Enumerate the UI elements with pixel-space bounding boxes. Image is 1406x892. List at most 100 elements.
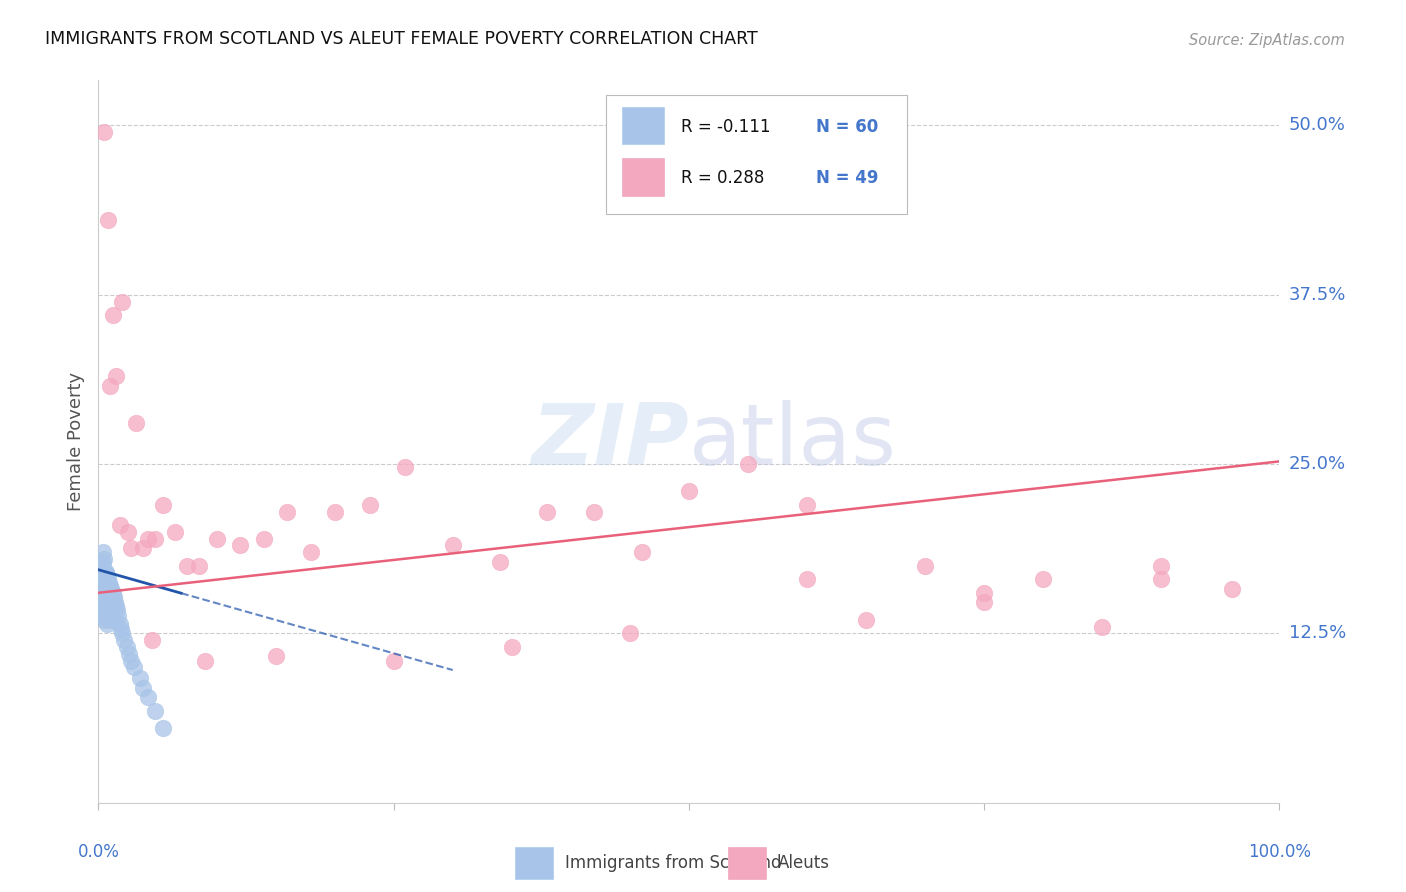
Point [91,545,114,559]
Point [97,572,120,586]
Point [101,308,124,322]
Point [1032,572,1054,586]
Point [105,369,128,384]
Point [796,572,818,586]
Point [107,608,129,623]
FancyBboxPatch shape [516,847,553,879]
Point [914,558,936,573]
Point [93,592,115,607]
Point [98,592,121,607]
Point [111,626,134,640]
Text: Source: ZipAtlas.com: Source: ZipAtlas.com [1188,33,1344,48]
Point [100,603,122,617]
Point [382,654,405,668]
Point [91,603,114,617]
Point [110,623,132,637]
Point [105,603,128,617]
Point [121,654,143,668]
Point [194,654,217,668]
Point [103,590,125,604]
Point [90,590,112,604]
FancyBboxPatch shape [606,95,907,214]
Point [96,568,118,582]
Point [93,125,115,139]
Text: atlas: atlas [689,400,897,483]
Point [501,640,523,654]
Point [323,504,346,518]
Text: 100.0%: 100.0% [1249,844,1310,862]
Point [737,457,759,471]
Point [98,378,121,392]
Point [100,582,122,596]
Point [97,586,120,600]
Text: IMMIGRANTS FROM SCOTLAND VS ALEUT FEMALE POVERTY CORRELATION CHART: IMMIGRANTS FROM SCOTLAND VS ALEUT FEMALE… [45,29,758,48]
Point [143,704,166,718]
Point [187,558,209,573]
Point [96,582,118,596]
Point [91,568,114,582]
Point [103,613,125,627]
Point [98,595,121,609]
Point [359,498,381,512]
Point [93,552,115,566]
Point [104,595,127,609]
Point [91,555,114,569]
Point [264,649,287,664]
Point [152,721,174,735]
Point [583,504,606,518]
Text: 12.5%: 12.5% [1289,624,1346,642]
Point [678,484,700,499]
Point [96,595,118,609]
Point [1220,582,1243,596]
Point [1150,572,1173,586]
Point [91,595,114,609]
Point [94,576,117,591]
Point [96,617,118,632]
Point [136,532,159,546]
Point [855,613,877,627]
Point [111,294,134,309]
Point [118,647,141,661]
Text: R = -0.111: R = -0.111 [681,118,770,136]
Point [205,532,228,546]
Point [105,599,128,614]
Point [176,558,198,573]
Point [128,671,150,685]
Point [93,563,115,577]
Text: ZIP: ZIP [531,400,689,483]
Point [122,660,145,674]
Point [91,582,114,596]
Point [143,532,166,546]
Point [94,606,117,620]
Point [94,590,117,604]
Text: Aleuts: Aleuts [778,854,830,871]
Point [536,504,558,518]
Point [89,595,111,609]
FancyBboxPatch shape [621,107,664,145]
Point [90,579,112,593]
Point [253,532,276,546]
Text: Immigrants from Scotland: Immigrants from Scotland [565,854,782,871]
Point [91,572,114,586]
Point [973,586,995,600]
Point [125,417,148,431]
Point [132,681,155,695]
Point [489,555,512,569]
Point [91,558,114,573]
Point [1150,558,1173,573]
Text: 37.5%: 37.5% [1289,285,1347,304]
Text: N = 60: N = 60 [817,118,879,136]
Point [973,595,995,609]
FancyBboxPatch shape [728,847,766,879]
Point [115,640,138,654]
Point [98,579,121,593]
Point [229,538,252,552]
Point [101,586,124,600]
Point [108,518,131,533]
Point [165,524,187,539]
Text: N = 49: N = 49 [817,169,879,187]
Point [101,608,124,623]
Point [94,566,117,580]
Point [90,606,112,620]
Point [136,690,159,705]
